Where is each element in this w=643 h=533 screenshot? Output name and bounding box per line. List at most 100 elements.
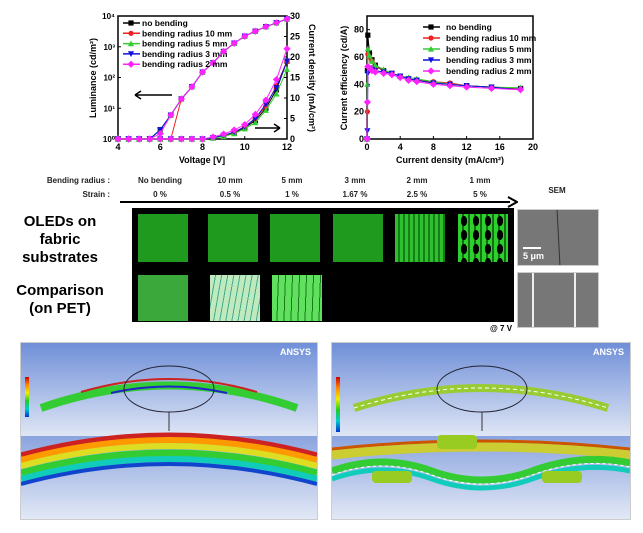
chart2-series	[363, 65, 524, 143]
oled-pet-photo	[272, 275, 322, 321]
chart1-y2tick: 25	[290, 32, 300, 42]
legend-label: no bending	[446, 22, 492, 32]
efficiency-point	[429, 80, 437, 88]
legend-marker	[127, 40, 135, 47]
arrow-left-icon	[134, 90, 172, 100]
legend-label: bending radius 3 mm	[142, 49, 228, 59]
luminance-point	[156, 129, 164, 138]
column-strain: 2.5 %	[406, 190, 428, 199]
scale-bar-label: 5 μm	[523, 251, 545, 261]
chart1-y2tick: 5	[290, 114, 295, 124]
chart1-xtick: 4	[115, 142, 120, 152]
chart1-xtick: 8	[200, 142, 205, 152]
current-point	[273, 85, 280, 91]
efficiency-point	[364, 45, 371, 52]
legend-label: bending radius 2 mm	[142, 59, 228, 69]
current-point	[262, 96, 270, 104]
efficiency-point	[366, 52, 373, 59]
legend-marker	[128, 30, 134, 36]
legend-marker	[128, 20, 134, 26]
chart1-ytick: 10⁴	[102, 12, 115, 21]
legend-marker	[127, 51, 135, 57]
efficiency-point	[463, 83, 471, 91]
oled-fabric-photo	[458, 214, 508, 262]
strain-label: Strain :	[82, 190, 110, 199]
current-point	[252, 115, 259, 122]
legend-marker	[428, 24, 434, 30]
current-point	[114, 135, 122, 143]
oled-pet-photo	[138, 275, 188, 321]
current-point	[252, 119, 259, 126]
chart2-ytick: 40	[354, 79, 364, 89]
luminance-point	[283, 15, 291, 23]
chart1-ytick: 10²	[103, 74, 115, 83]
legend-label: bending radius 3 mm	[446, 55, 532, 65]
chart2-ytick: 20	[354, 107, 364, 117]
current-point	[156, 135, 164, 143]
legend-marker	[427, 45, 435, 52]
sem-image-pet	[517, 272, 599, 328]
current-point	[209, 133, 217, 141]
efficiency-point	[368, 58, 376, 64]
luminance-point	[209, 59, 217, 67]
column-radius: 10 mm	[217, 176, 243, 185]
legend-label: bending radius 10 mm	[446, 33, 537, 43]
radius-label: Bending radius :	[46, 176, 110, 185]
crack-line	[556, 210, 561, 265]
chart2-xtick: 4	[398, 142, 403, 152]
current-point	[177, 135, 185, 143]
luminance-point	[230, 39, 238, 47]
arrow-right-icon	[255, 123, 281, 133]
current-point	[188, 135, 196, 143]
legend-label: bending radius 5 mm	[446, 44, 532, 54]
oled-fabric-photo	[270, 214, 320, 262]
current-point	[135, 135, 143, 143]
column-strain: 1.67 %	[342, 190, 368, 199]
current-point	[124, 135, 133, 143]
chart1-ytick: 10¹	[103, 104, 115, 113]
efficiency-line	[366, 67, 521, 140]
chart1-xtick: 10	[240, 142, 250, 152]
chart1-y2tick: 20	[290, 52, 300, 62]
chart1-y2label: Current density (mA/cm²)	[307, 24, 317, 132]
chart1-y2tick: 30	[290, 11, 300, 21]
current-point	[251, 110, 259, 118]
sem-image-fabric: 5 μm	[517, 209, 599, 266]
legend-marker	[427, 57, 435, 64]
stress-color-legend	[25, 377, 29, 417]
legend-label: bending radius 2 mm	[446, 66, 532, 76]
efficiency-point	[516, 86, 525, 94]
legend-label: bending radius 5 mm	[142, 39, 228, 49]
simulation-pet: ANSYS	[20, 342, 318, 520]
chart2-ylabel: Current efficiency (cd/A)	[339, 26, 349, 131]
luminance-point	[262, 23, 270, 31]
chart1-y2tick: 10	[290, 93, 300, 103]
efficiency-point	[363, 135, 371, 143]
oled-fabric-photo	[333, 214, 383, 262]
oled-fabric-photo	[395, 214, 445, 262]
chart2-xtick: 16	[495, 142, 505, 152]
current-point	[283, 66, 291, 72]
current-point	[198, 135, 207, 143]
legend-marker	[127, 60, 135, 68]
luminance-point	[177, 95, 185, 103]
efficiency-point	[446, 82, 454, 90]
chart1-y2tick: 15	[290, 73, 300, 83]
column-radius: 2 mm	[406, 176, 428, 185]
column-radius: 5 mm	[281, 176, 303, 185]
current-point	[146, 135, 154, 143]
legend-marker	[427, 67, 435, 75]
efficiency-point	[380, 69, 388, 77]
chart1-xlabel: Voltage [V]	[179, 155, 225, 165]
current-point	[272, 75, 281, 84]
current-point	[262, 107, 269, 113]
current-point	[230, 126, 238, 134]
crack-line	[574, 273, 576, 327]
column-strain: 0.5 %	[219, 190, 241, 199]
column-strain: 5 %	[473, 190, 487, 199]
chart2-xtick: 8	[431, 142, 436, 152]
efficiency-point	[371, 68, 379, 76]
efficiency-line	[366, 65, 521, 140]
current-point	[220, 130, 228, 138]
